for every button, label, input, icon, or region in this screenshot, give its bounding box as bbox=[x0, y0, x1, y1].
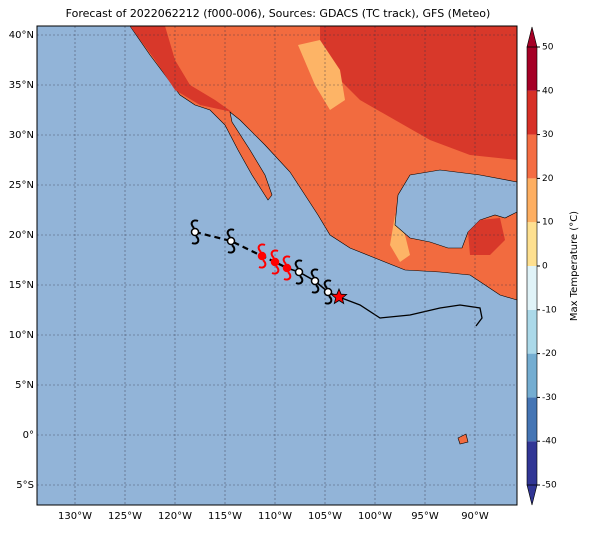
lat-tick-label: 25°N bbox=[9, 180, 34, 191]
lat-tick-label: 0° bbox=[23, 430, 34, 441]
colorbar-segment bbox=[527, 47, 537, 91]
colorbar-segment bbox=[527, 397, 537, 442]
track-point bbox=[282, 263, 292, 273]
lat-tick-label: 10°N bbox=[9, 330, 34, 341]
colorbar-segment bbox=[527, 309, 537, 354]
colorbar-tick-label: -40 bbox=[542, 437, 557, 447]
colorbar-segment bbox=[527, 178, 537, 223]
lon-tick-label: 120°W bbox=[158, 511, 192, 522]
colorbar-segment bbox=[527, 90, 537, 135]
lat-tick-label: 5°N bbox=[15, 380, 34, 391]
lon-tick-label: 115°W bbox=[208, 511, 242, 522]
lon-tick-label: 95°W bbox=[411, 511, 439, 522]
colorbar-tick-label: 50 bbox=[542, 43, 554, 53]
colorbar-tick-label: -10 bbox=[542, 305, 557, 315]
track-point bbox=[323, 287, 333, 297]
colorbar-extend bbox=[526, 26, 538, 48]
colorbar-tick-label: -20 bbox=[542, 349, 557, 359]
colorbar: -50 -40 -30 -20 -10 0 10 20 30 40 50 Max Temperatur… bbox=[526, 26, 580, 506]
grid bbox=[37, 26, 517, 505]
cyclone-symbol bbox=[257, 243, 267, 269]
lon-tick-label: 100°W bbox=[358, 511, 392, 522]
colorbar-tick-label: -50 bbox=[542, 481, 557, 491]
colorbar-segment bbox=[527, 353, 537, 398]
cyclone-symbol bbox=[294, 259, 304, 285]
lon-tick-label: 125°W bbox=[108, 511, 142, 522]
colorbar-tick-label: 20 bbox=[542, 174, 554, 184]
colorbar-tick-label: 0 bbox=[542, 262, 548, 272]
track-point bbox=[310, 276, 320, 286]
cyclone-symbol bbox=[226, 228, 236, 254]
cyclone-symbol bbox=[310, 268, 320, 294]
land bbox=[129, 25, 518, 445]
track-point bbox=[270, 257, 280, 267]
lon-tick-label: 105°W bbox=[308, 511, 342, 522]
colorbar-extend bbox=[526, 484, 538, 506]
track-point bbox=[190, 227, 200, 237]
colorbar-tick-label: 30 bbox=[542, 130, 554, 140]
map-frame bbox=[36, 25, 518, 506]
colorbar-label: Max Temperature (°C) bbox=[569, 211, 580, 321]
lat-tick-label: 15°N bbox=[9, 280, 34, 291]
lon-tick-label: 110°W bbox=[258, 511, 292, 522]
colorbar-tick-label: 40 bbox=[542, 86, 554, 96]
colorbar-tick-label: -30 bbox=[542, 393, 557, 403]
lon-tick-label: 130°W bbox=[58, 511, 92, 522]
track-point bbox=[257, 251, 267, 261]
lat-tick-label: 40°N bbox=[9, 30, 34, 41]
colorbar-segment bbox=[527, 134, 537, 179]
colorbar-segment bbox=[527, 222, 537, 266]
cyclone-symbol bbox=[190, 219, 200, 245]
track-point bbox=[294, 267, 304, 277]
colorbar-tick-label: 10 bbox=[542, 218, 554, 228]
cyclone-symbol bbox=[282, 255, 292, 281]
lat-tick-label: 35°N bbox=[9, 80, 34, 91]
colorbar-segment bbox=[527, 266, 537, 310]
cyclone-symbol bbox=[323, 279, 333, 305]
lat-tick-label: 30°N bbox=[9, 130, 34, 141]
lon-tick-label: 90°W bbox=[461, 511, 489, 522]
colorbar-segment bbox=[527, 441, 537, 485]
lat-tick-label: 5°S bbox=[16, 480, 34, 491]
title: Forecast of 2022062212 (f000-006), Sourc… bbox=[66, 7, 491, 20]
lat-tick-label: 20°N bbox=[9, 230, 34, 241]
cyclone-symbol bbox=[270, 249, 280, 275]
track bbox=[190, 219, 348, 305]
storm-position bbox=[330, 287, 348, 305]
track-point bbox=[226, 236, 236, 246]
